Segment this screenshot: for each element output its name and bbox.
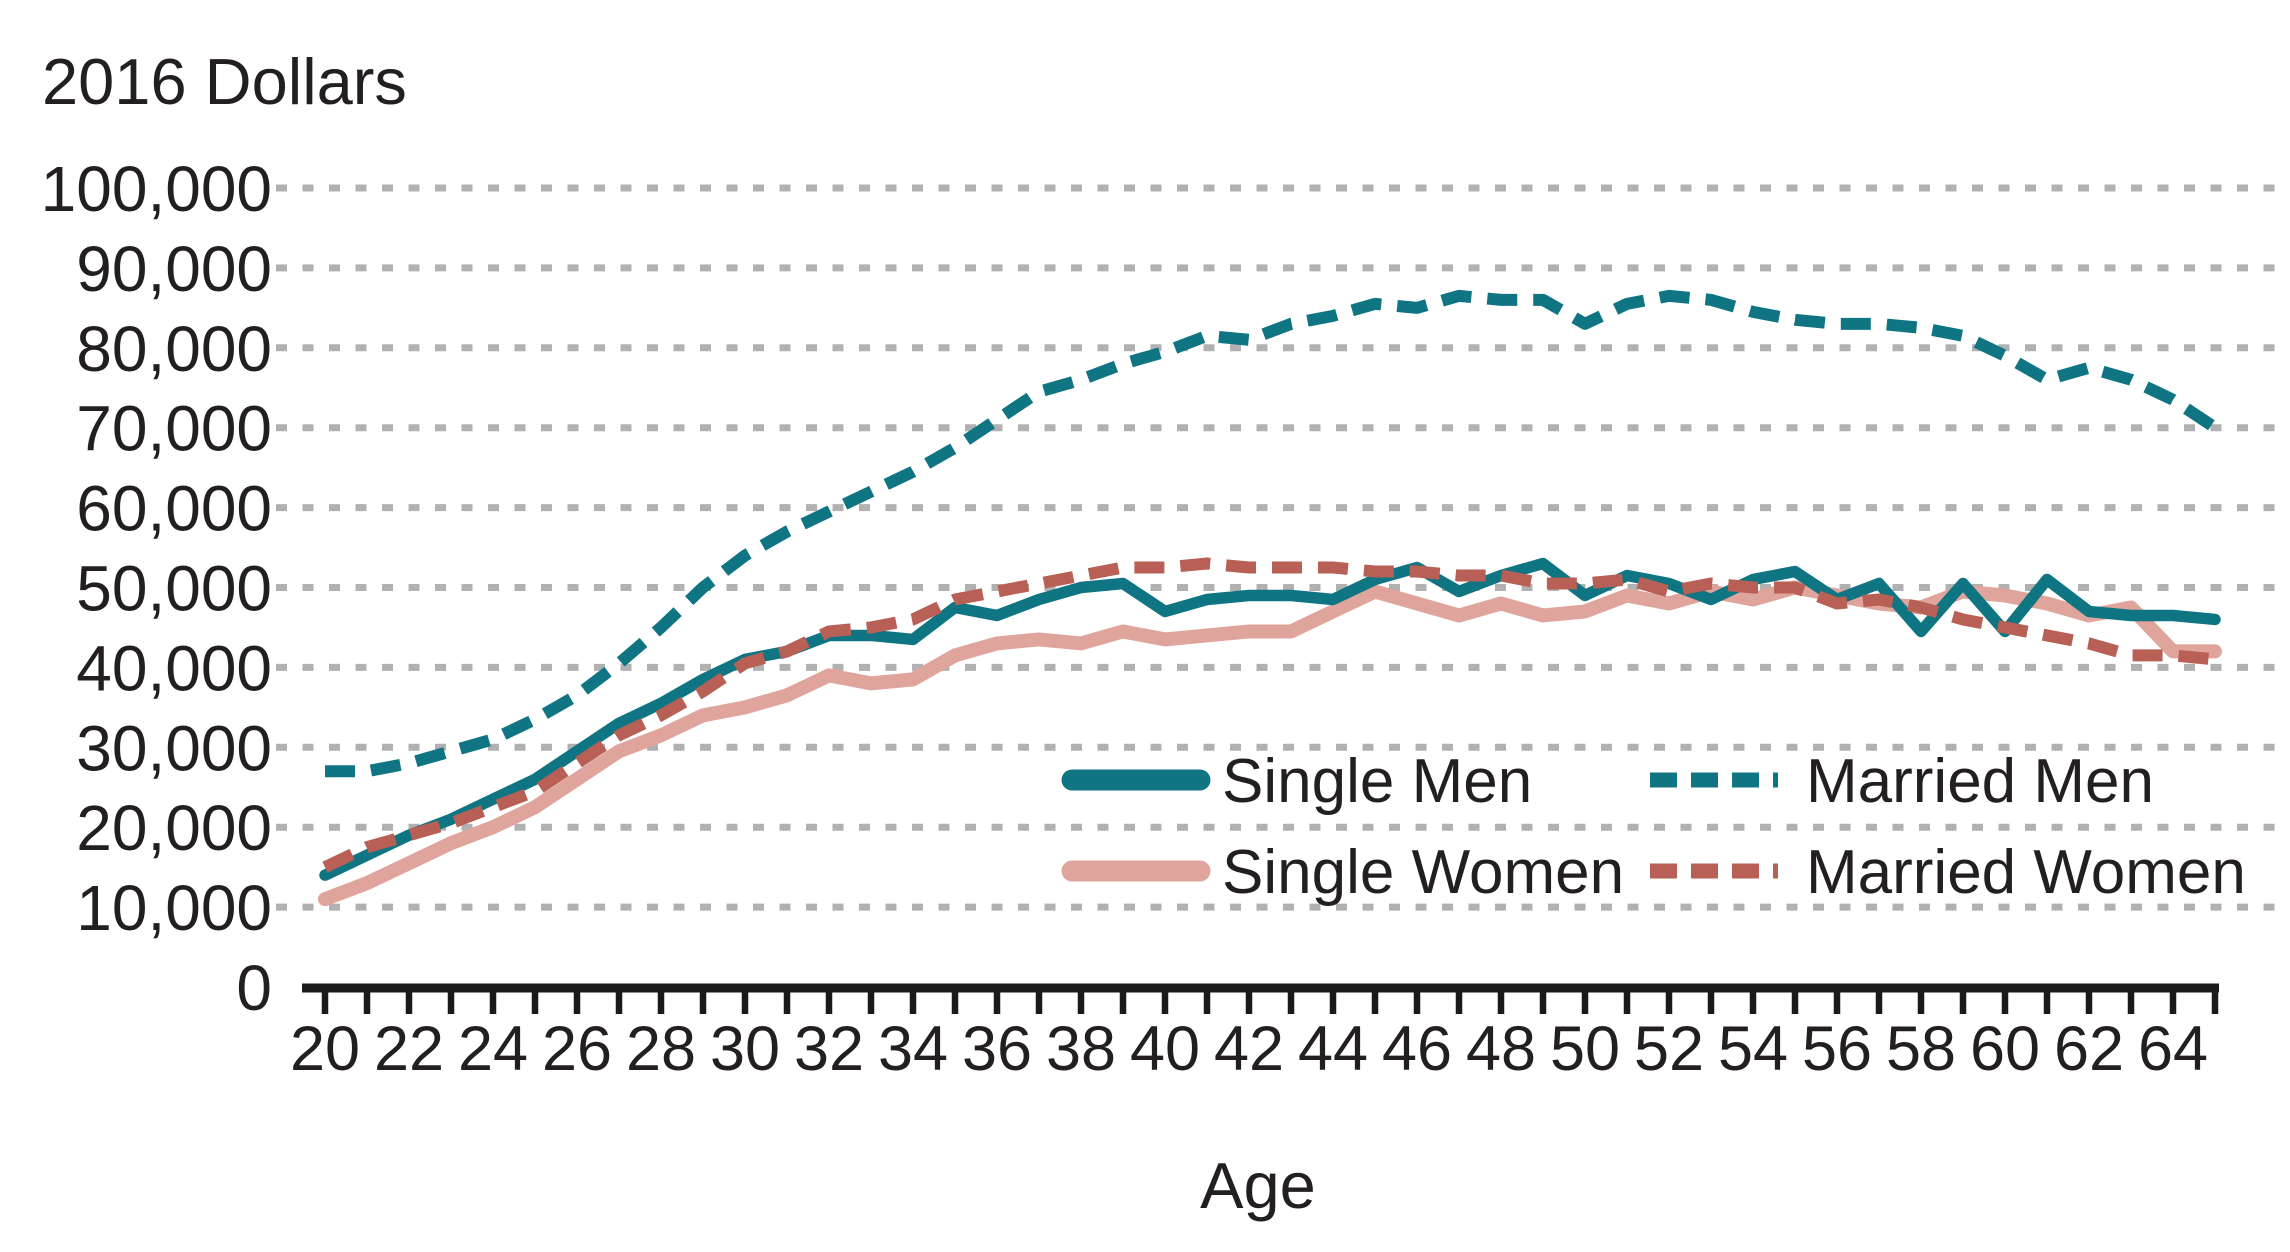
x-axis-tick-label-62: 62 bbox=[2054, 1014, 2124, 1084]
chart-title: 2016 Dollars bbox=[42, 45, 407, 118]
x-axis-tick-label-28: 28 bbox=[626, 1014, 696, 1084]
x-axis-tick-label-36: 36 bbox=[962, 1014, 1032, 1084]
x-axis-tick-label-42: 42 bbox=[1214, 1014, 1284, 1084]
x-axis-tick-label-46: 46 bbox=[1382, 1014, 1452, 1084]
legend-item-married-women: Married Women bbox=[1650, 838, 2246, 907]
y-axis-label-100000: 100,000 bbox=[41, 153, 272, 225]
x-axis: 20 22 24 26 28 30 32 34 36 38 40 42 44 46 48 50 52 54 56 58… bbox=[290, 983, 2219, 1084]
x-axis-tick-label-52: 52 bbox=[1634, 1014, 1704, 1084]
chart-legend: Single Men Married Men Single Women Married… bbox=[1061, 747, 2246, 907]
x-axis-tick-label-48: 48 bbox=[1466, 1014, 1536, 1084]
legend-label-married-women: Married Women bbox=[1806, 838, 2246, 907]
x-axis-tick-label-60: 60 bbox=[1970, 1014, 2040, 1084]
y-axis-label-90000: 90,000 bbox=[76, 233, 272, 305]
x-axis-tick-label-26: 26 bbox=[542, 1014, 612, 1084]
y-axis-label-0: 0 bbox=[236, 952, 272, 1024]
x-axis-tick-label-64: 64 bbox=[2138, 1014, 2208, 1084]
y-axis-label-70000: 70,000 bbox=[76, 393, 272, 465]
legend-label-married-men: Married Men bbox=[1806, 747, 2154, 816]
y-axis-label-30000: 30,000 bbox=[76, 712, 272, 784]
series-line-single-men bbox=[319, 557, 2221, 881]
y-axis-label-10000: 10,000 bbox=[76, 872, 272, 944]
x-axis-tick-label-20: 20 bbox=[290, 1014, 360, 1084]
x-axis-title: Age bbox=[1200, 1149, 1316, 1222]
series-lines bbox=[318, 289, 2222, 907]
y-axis-label-20000: 20,000 bbox=[76, 792, 272, 864]
x-axis-tick-label-32: 32 bbox=[794, 1014, 864, 1084]
x-axis-tick-label-50: 50 bbox=[1550, 1014, 1620, 1084]
y-axis-label-60000: 60,000 bbox=[76, 473, 272, 545]
x-axis-tick-label-40: 40 bbox=[1130, 1014, 1200, 1084]
legend-item-married-men: Married Men bbox=[1650, 747, 2154, 816]
y-axis-label-80000: 80,000 bbox=[76, 313, 272, 385]
x-axis-tick-label-44: 44 bbox=[1298, 1014, 1368, 1084]
series-line-married-men bbox=[325, 289, 2219, 778]
series-line-married-women bbox=[322, 557, 2216, 873]
x-axis-tick-label-38: 38 bbox=[1046, 1014, 1116, 1084]
legend-label-single-men: Single Men bbox=[1222, 747, 1532, 816]
x-axis-tick-label-24: 24 bbox=[458, 1014, 528, 1084]
legend-item-single-men: Single Men bbox=[1061, 747, 1532, 816]
x-axis-tick-label-54: 54 bbox=[1718, 1014, 1788, 1084]
y-axis-label-40000: 40,000 bbox=[76, 632, 272, 704]
x-axis-tick-label-56: 56 bbox=[1802, 1014, 1872, 1084]
x-axis-tick-label-22: 22 bbox=[374, 1014, 444, 1084]
x-axis-tick-label-30: 30 bbox=[710, 1014, 780, 1084]
x-axis-tick-label-34: 34 bbox=[878, 1014, 948, 1084]
x-axis-tick-label-58: 58 bbox=[1886, 1014, 1956, 1084]
legend-label-single-women: Single Women bbox=[1222, 838, 1624, 907]
legend-item-single-women: Single Women bbox=[1061, 838, 1624, 907]
y-axis-label-50000: 50,000 bbox=[76, 553, 272, 625]
